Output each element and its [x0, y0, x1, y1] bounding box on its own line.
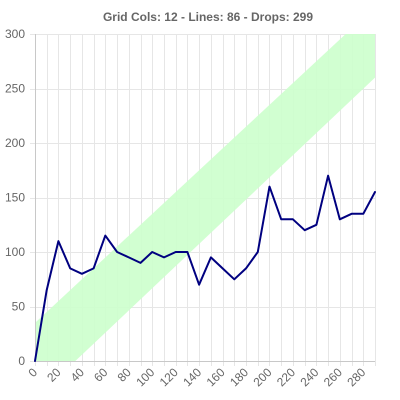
- trend-band: [35, 34, 375, 361]
- y-tick-label: 50: [12, 300, 26, 314]
- x-tick-label: 280: [344, 365, 368, 389]
- x-tick-label: 220: [274, 365, 298, 389]
- x-tick-label: 240: [297, 365, 321, 389]
- y-tick-label: 300: [5, 27, 25, 41]
- x-tick-label: 60: [91, 365, 111, 385]
- axes: [35, 34, 375, 362]
- x-axis-ticks: 0 20 40 60 80 100 120 140 160 180 200 220 240 260 280: [25, 365, 368, 389]
- y-tick-label: 150: [5, 191, 25, 205]
- y-tick-label: 0: [18, 354, 25, 368]
- y-axis-ticks: 0 50 100 150 200 250 300: [5, 27, 25, 368]
- chart-title: Grid Cols: 12 - Lines: 86 - Drops: 299: [103, 10, 313, 24]
- series-layer: [34, 174, 376, 362]
- y-tick-label: 250: [5, 82, 25, 96]
- band-layer: [35, 34, 375, 361]
- y-tick-label: 200: [5, 136, 25, 150]
- y-tick-label: 100: [5, 245, 25, 259]
- x-tick-label: 40: [68, 365, 88, 385]
- x-tick-label: 100: [133, 365, 157, 389]
- x-tick-label: 80: [115, 365, 135, 385]
- x-tick-label: 200: [251, 365, 275, 389]
- x-tick-label: 120: [157, 365, 181, 389]
- x-tick-label: 0: [25, 365, 40, 380]
- x-tick-label: 140: [180, 365, 204, 389]
- x-tick-label: 20: [44, 365, 64, 385]
- series-line: [34, 174, 376, 362]
- x-tick-label: 180: [227, 365, 251, 389]
- x-tick-label: 260: [321, 365, 345, 389]
- x-tick-label: 160: [204, 365, 228, 389]
